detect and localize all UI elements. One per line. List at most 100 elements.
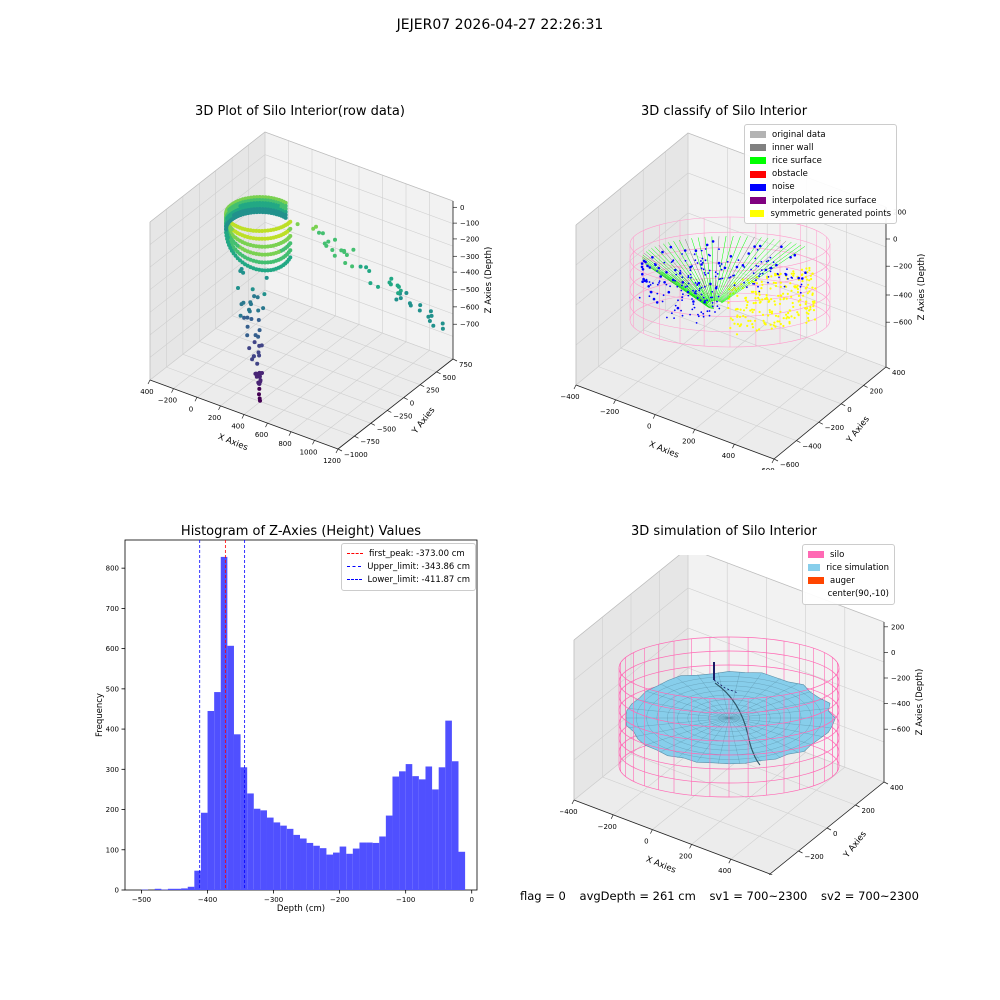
generated-point — [792, 305, 795, 308]
noise-point — [753, 283, 756, 285]
data-point — [263, 201, 268, 206]
noise-point — [711, 302, 714, 304]
data-point — [260, 201, 265, 206]
generated-point — [809, 305, 812, 309]
rice-surface-line — [684, 239, 712, 302]
data-point — [333, 237, 337, 242]
noise-point — [692, 289, 694, 292]
histogram-bar — [167, 888, 175, 890]
data-point — [239, 302, 244, 307]
noise-point — [673, 309, 676, 312]
y-tick — [855, 804, 860, 808]
legend-entry: inner wall — [750, 141, 891, 154]
surface-mesh-line — [677, 717, 730, 758]
x-tick-label: 0 — [469, 896, 473, 904]
noise-point — [661, 250, 664, 254]
surface-mesh-line — [718, 672, 730, 719]
noise-point — [702, 296, 705, 299]
data-point — [283, 206, 288, 211]
noise-point — [750, 268, 752, 271]
y-tick-label: 400 — [892, 369, 905, 377]
generated-point — [767, 314, 770, 317]
data-point — [227, 243, 231, 247]
generated-point — [807, 312, 810, 315]
y-tick — [818, 421, 823, 425]
histogram-bar — [181, 888, 188, 890]
data-point — [254, 201, 259, 206]
noise-point — [687, 276, 690, 279]
data-point — [251, 207, 256, 212]
z-tick-label: −600 — [460, 303, 479, 311]
generated-point — [790, 289, 793, 292]
legend-entry: center(90,-10) — [808, 588, 889, 601]
data-point — [265, 268, 270, 273]
data-point — [311, 226, 316, 231]
x-tick-label: 800 — [278, 440, 291, 448]
generated-point — [736, 307, 739, 311]
generated-point — [773, 321, 776, 324]
data-point — [257, 353, 262, 358]
generated-point — [744, 316, 747, 319]
noise-point — [680, 309, 682, 312]
data-point — [250, 357, 255, 362]
generated-point — [809, 308, 812, 311]
noise-point — [728, 277, 730, 279]
x-tick-label: 200 — [208, 414, 221, 422]
histogram-bar — [306, 842, 314, 890]
data-point — [428, 309, 433, 314]
noise-point — [704, 259, 707, 262]
legend-entry: auger — [808, 574, 889, 587]
z-axis-label: Z Axies (Depth) — [917, 254, 927, 321]
generated-point — [727, 301, 730, 304]
generated-point — [761, 283, 764, 286]
histogram-bar — [300, 838, 307, 890]
data-point — [257, 204, 262, 208]
noise-point — [695, 292, 697, 295]
noise-point — [681, 299, 683, 301]
histogram-bar — [333, 852, 340, 890]
noise-point — [790, 276, 793, 279]
histogram-bar — [154, 888, 162, 890]
generated-point — [796, 311, 799, 314]
surface-mesh-line — [728, 690, 813, 719]
noise-point — [700, 263, 703, 266]
noise-point — [716, 300, 718, 303]
noise-point — [717, 295, 720, 298]
gridline — [149, 154, 454, 245]
generated-point — [805, 300, 808, 303]
data-point — [254, 371, 259, 376]
data-point — [257, 328, 262, 333]
histogram-bar — [451, 761, 459, 890]
histogram-bar — [359, 842, 367, 890]
generated-point — [811, 272, 814, 275]
noise-point — [700, 311, 703, 314]
histogram-bar — [438, 767, 446, 890]
noise-point — [729, 254, 733, 258]
data-point — [260, 204, 265, 209]
noise-point — [663, 281, 666, 284]
data-point — [358, 264, 363, 269]
legend-swatch — [808, 564, 821, 572]
noise-point — [691, 298, 693, 300]
legend-label: Upper_limit: -343.86 cm — [367, 561, 470, 572]
data-point — [260, 207, 265, 212]
y-tick — [387, 410, 392, 413]
data-point — [283, 200, 288, 205]
generated-point — [812, 309, 816, 312]
legend-entry: interpolated rice surface — [750, 194, 891, 207]
noise-point — [757, 265, 760, 268]
auger-trace — [713, 679, 739, 694]
y-tick-label: 400 — [890, 784, 903, 792]
noise-point — [658, 282, 660, 284]
x-tick-label: −300 — [264, 896, 283, 904]
generated-point — [787, 316, 791, 319]
generated-point — [782, 324, 785, 328]
generated-point — [778, 302, 782, 305]
generated-point — [813, 318, 817, 321]
noise-point — [767, 259, 770, 262]
rice-surface-line — [719, 239, 781, 302]
histogram-xlabel: Depth (cm) — [277, 904, 325, 914]
generated-point — [754, 290, 757, 294]
noise-point — [700, 249, 703, 252]
x-tick — [692, 429, 696, 434]
